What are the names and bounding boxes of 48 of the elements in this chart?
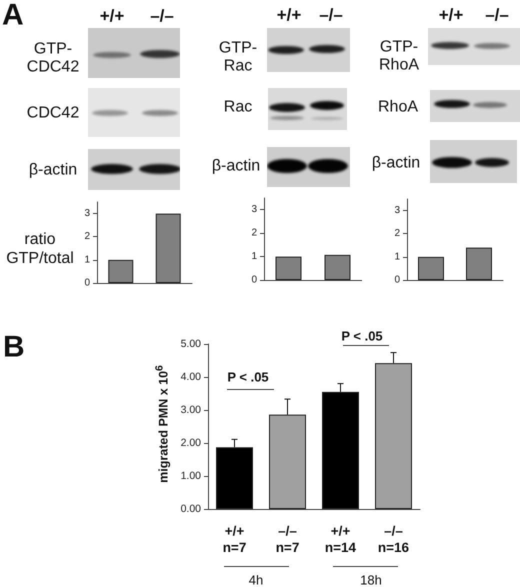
y-tick-label: 3 xyxy=(251,204,258,216)
y-tick-label: 2 xyxy=(394,228,400,240)
y-tick-label: 4.00 xyxy=(180,371,202,383)
text: A xyxy=(2,0,24,32)
y-tick-label: 0.00 xyxy=(180,503,202,515)
text: –/– xyxy=(319,6,343,24)
y-tick-label: 0 xyxy=(394,274,400,286)
y-tick-label: 2.00 xyxy=(180,437,202,449)
text: 18h xyxy=(360,572,382,587)
y-tick-label: 2 xyxy=(251,228,258,239)
text: Rac xyxy=(224,98,252,116)
text: +/+ xyxy=(276,6,302,24)
text: β-actin xyxy=(212,158,260,174)
text: –/– xyxy=(150,6,174,26)
text: RhoA xyxy=(378,98,418,116)
annotation: P < .05 xyxy=(227,370,269,384)
text: +/+ xyxy=(438,6,464,24)
text: +/+ xyxy=(100,6,124,26)
y-axis-title: ratio GTP/total xyxy=(6,230,74,268)
y-tick-label: 1 xyxy=(394,251,400,262)
y-tick-label: 1.00 xyxy=(180,470,202,482)
y-tick-label: 5.00 xyxy=(180,338,202,350)
y-tick-label: 2 xyxy=(84,231,90,242)
text: B xyxy=(3,330,25,364)
x-tick-label: +/+ n=14 xyxy=(324,524,357,555)
y-tick-label: 3.00 xyxy=(180,404,202,416)
bar xyxy=(322,392,359,509)
y-tick-label: 1 xyxy=(84,254,90,266)
text: β-actin xyxy=(28,162,78,178)
bar xyxy=(269,414,306,509)
y-tick-label: 1 xyxy=(251,251,258,262)
y-tick-label: 0 xyxy=(251,274,258,286)
text: –/– xyxy=(485,6,509,24)
text: 4h xyxy=(248,572,264,587)
text: β-actin xyxy=(372,154,420,172)
bar xyxy=(216,447,253,509)
y-tick-label: 0 xyxy=(84,278,90,288)
x-tick-label: –/– n=16 xyxy=(378,524,410,555)
y-tick-label: 3 xyxy=(84,208,90,220)
x-tick-label: –/– n=7 xyxy=(276,524,300,555)
y-tick-label: 3 xyxy=(394,205,400,216)
text: CDC42 xyxy=(26,104,80,122)
bar xyxy=(375,363,412,509)
text: GTP- RhoA xyxy=(378,38,420,74)
text: P < .05 xyxy=(341,328,383,344)
text: GTP- CDC42 xyxy=(26,40,80,76)
text: GTP- Rac xyxy=(218,40,258,74)
x-tick-label: +/+ n=7 xyxy=(222,524,246,555)
